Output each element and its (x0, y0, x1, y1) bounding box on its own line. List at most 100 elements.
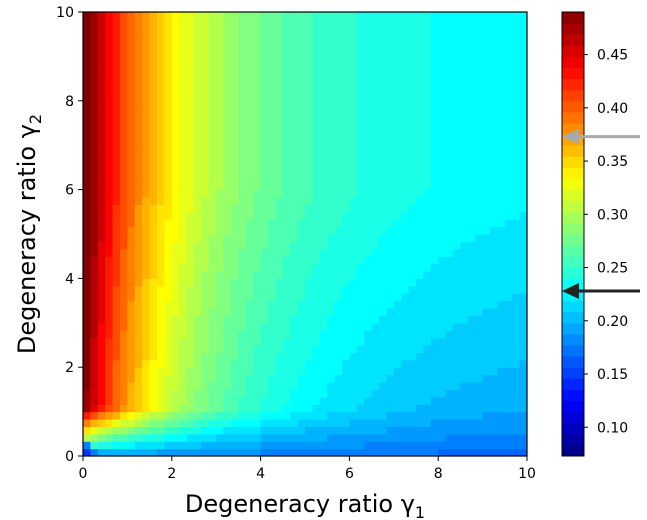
heatmap-cell (149, 93, 158, 102)
heatmap-cell (268, 34, 276, 43)
heatmap-cell (275, 86, 284, 94)
heatmap-cell (305, 263, 313, 272)
heatmap-cell (342, 197, 350, 205)
heatmap-cell (393, 86, 402, 94)
heatmap-cell (238, 174, 247, 183)
heatmap-cell (90, 63, 99, 72)
heatmap-cell (171, 374, 180, 383)
heatmap-cell (334, 411, 343, 420)
heatmap-cell (149, 367, 158, 376)
heatmap-cell (149, 448, 158, 456)
heatmap-cell (268, 204, 276, 213)
heatmap-cell (297, 256, 306, 265)
heatmap-cell (127, 382, 136, 390)
heatmap-cell (186, 49, 195, 57)
heatmap-cell (83, 433, 91, 442)
heatmap-cell (297, 211, 306, 220)
heatmap-cell (423, 315, 432, 324)
heatmap-cell (149, 345, 158, 353)
heatmap-cell (512, 345, 521, 353)
heatmap-cell (334, 167, 343, 176)
heatmap-cell (305, 234, 313, 242)
heatmap-cell (112, 404, 121, 413)
heatmap-cell (238, 448, 247, 456)
heatmap-cell (312, 197, 321, 205)
heatmap-cell (208, 226, 217, 235)
heatmap-cell (142, 426, 151, 435)
heatmap-cell (105, 359, 114, 368)
heatmap-cell (186, 426, 195, 435)
heatmap-cell (393, 419, 402, 427)
heatmap-cell (290, 419, 299, 427)
heatmap-cell (467, 211, 476, 220)
heatmap-cell (453, 160, 461, 168)
heatmap-cell (201, 71, 210, 80)
heatmap-cell (253, 63, 262, 72)
heatmap-cell (97, 56, 106, 65)
colorbar-segment (562, 34, 584, 46)
heatmap-cell (157, 248, 165, 257)
heatmap-cell (268, 345, 276, 353)
heatmap-cell (482, 322, 491, 331)
heatmap-cell (171, 26, 180, 35)
heatmap-cell (497, 93, 506, 102)
heatmap-cell (393, 337, 402, 346)
heatmap-cell (231, 100, 239, 109)
heatmap-cell (194, 330, 202, 339)
heatmap-cell (216, 396, 225, 405)
heatmap-cell (497, 197, 506, 205)
heatmap-cell (349, 197, 358, 205)
heatmap-cell (253, 204, 262, 213)
heatmap-cell (334, 337, 343, 346)
heatmap-cell (216, 115, 225, 124)
heatmap-cell (490, 293, 498, 302)
heatmap-cell (90, 359, 99, 368)
heatmap-cell (83, 419, 91, 427)
heatmap-cell (194, 300, 202, 309)
heatmap-cell (460, 12, 469, 20)
heatmap-cell (164, 389, 173, 398)
heatmap-cell (194, 34, 202, 43)
heatmap-cell (231, 300, 239, 309)
heatmap-cell (497, 108, 506, 117)
heatmap-cell (482, 167, 491, 176)
heatmap-cell (364, 78, 373, 87)
heatmap-cell (201, 278, 210, 287)
heatmap-cell (371, 226, 380, 235)
heatmap-cell (231, 130, 239, 139)
heatmap-cell (401, 78, 410, 87)
heatmap-cell (467, 404, 476, 413)
heatmap-cell (179, 41, 188, 50)
heatmap-cell (157, 322, 165, 331)
heatmap-cell (245, 419, 254, 427)
heatmap-cell (208, 211, 217, 220)
heatmap-cell (83, 352, 91, 361)
heatmap-cell (282, 322, 291, 331)
heatmap-cell (519, 86, 527, 94)
heatmap-cell (238, 100, 247, 109)
heatmap-cell (453, 352, 461, 361)
heatmap-cell (260, 137, 269, 146)
heatmap-cell (134, 293, 143, 302)
heatmap-cell (231, 367, 239, 376)
heatmap-cell (460, 78, 469, 87)
heatmap-cell (475, 145, 484, 154)
heatmap-cell (238, 211, 247, 220)
heatmap-cell (164, 219, 173, 228)
heatmap-cell (223, 71, 232, 80)
heatmap-cell (208, 271, 217, 279)
heatmap-cell (245, 396, 254, 405)
heatmap-cell (364, 71, 373, 80)
heatmap-cell (408, 404, 417, 413)
heatmap-cell (504, 441, 513, 450)
heatmap-cell (83, 330, 91, 339)
heatmap-cell (497, 300, 506, 309)
heatmap-cell (490, 78, 498, 87)
heatmap-cell (186, 382, 195, 390)
heatmap-cell (149, 41, 158, 50)
heatmap-cell (504, 345, 513, 353)
heatmap-cell (245, 448, 254, 456)
heatmap-cell (408, 330, 417, 339)
heatmap-cell (401, 167, 410, 176)
heatmap-cell (208, 100, 217, 109)
